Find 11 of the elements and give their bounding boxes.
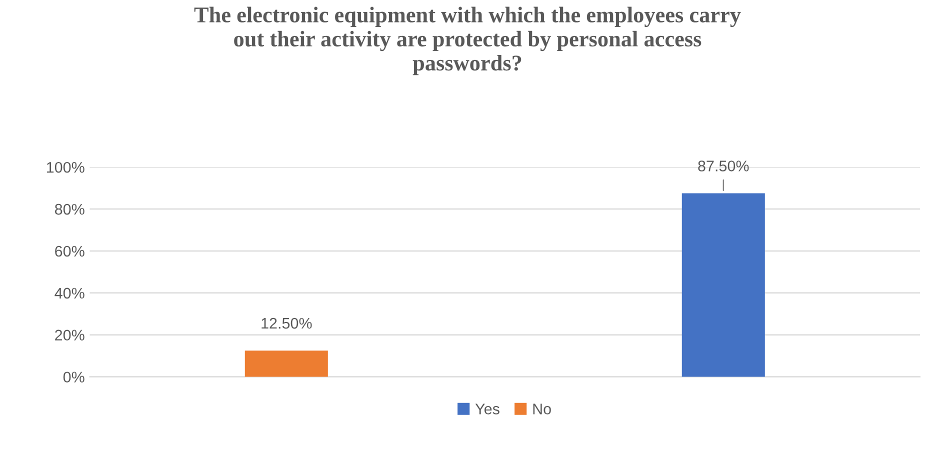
y-tick-label: 100% <box>46 162 84 173</box>
legend-label: No <box>533 404 551 414</box>
data-label: 87.50% <box>698 160 749 172</box>
y-tick-label: 60% <box>55 246 84 257</box>
legend-label: Yes <box>475 404 500 414</box>
y-tick-label: 40% <box>54 288 84 299</box>
y-tick-label: 20% <box>55 330 84 341</box>
chart-title: The electronic equipment with which the employees carry out their activity are protected by personal access passwords? <box>194 6 741 76</box>
y-tick-label: 0% <box>63 372 84 383</box>
y-tick-label: 80% <box>54 204 84 215</box>
data-label: 12.50% <box>262 318 312 329</box>
